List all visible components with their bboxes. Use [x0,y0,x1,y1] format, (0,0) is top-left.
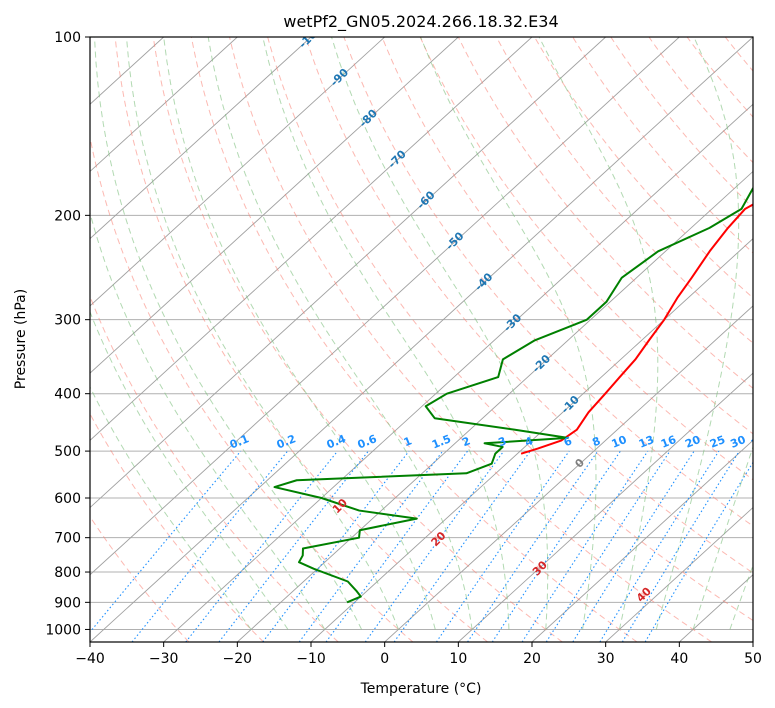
y-tick-label: 900 [54,595,81,611]
y-axis: 100 200 300 400 500 600 700 800 900 1000 [45,30,90,638]
isotherm-line [384,305,753,642]
temperature-profile-line [520,203,753,455]
isotherm-line [90,37,459,374]
mixing-ratio-label: 1 [402,434,414,449]
isotherm-line [90,37,385,307]
isotherm-line [163,103,753,642]
moist-adiabat-line [331,37,549,630]
dry-adiabat-line [495,37,753,344]
y-tick-label: 700 [54,531,81,547]
y-axis-label: Pressure (hPa) [13,289,29,389]
dewpoint-profile-line [273,186,753,604]
dry-adiabat-line [152,37,563,642]
mixing-ratio-line [364,450,505,642]
dry-adiabat-line [190,37,638,642]
x-axis: −40 −30 −20 −10 0 10 20 30 40 50 [75,642,762,667]
dry-adiabat-line [229,37,713,642]
mixing-ratio-line [572,450,695,642]
mixing-ratio-label: 25 [708,433,727,451]
mixing-ratio-line [621,450,740,642]
isotherm-line [90,37,312,240]
mixing-ratio-label: 2 [460,434,472,449]
mixing-ratio-line [435,450,570,642]
mixing-ratio-line [491,450,621,642]
y-tick-label: 500 [54,444,81,460]
x-tick-label: −30 [149,651,179,667]
isotherm-line [90,37,753,642]
isotherm-line [531,439,753,642]
mixing-ratio-line [131,450,289,642]
mixing-ratio-label: 36 [749,433,768,451]
dry-adiabat-line [572,37,753,254]
x-tick-label: 30 [597,651,615,667]
moist-adiabat-line [94,37,363,630]
isotherm-line [310,238,753,642]
mixing-ratio-line [298,450,444,642]
mixing-ratio-label: 10 [610,433,629,451]
x-axis-label: Temperature (°C) [360,681,482,697]
mixing-ratio-label: 20 [683,433,702,451]
moist-adiabat-line [655,37,740,630]
x-tick-label: 0 [380,651,389,667]
moist-adiabat-line [262,37,510,630]
moist-adiabat-line [125,37,399,630]
mixing-ratio-label: 8 [590,434,602,449]
mixing-ratio-label: 13 [637,433,656,451]
y-tick-label: 300 [54,313,81,329]
x-tick-label: 40 [670,651,688,667]
isotherm-line [90,37,606,509]
x-tick-label: 20 [523,651,541,667]
grid [90,37,753,642]
moist-adiabat-line [729,564,753,630]
moist-adiabat-line [538,37,659,630]
moist-adiabat-line [692,445,753,630]
y-tick-label: 600 [54,491,81,507]
dry-adiabat-line [90,295,339,642]
y-tick-label: 200 [54,208,81,224]
mixing-ratio-line [545,450,671,642]
dry-adiabat-line [267,37,753,622]
mixing-ratio-line [90,450,242,633]
moist-adiabat-line [90,385,252,630]
moist-adiabat-line [90,310,289,630]
dry-adiabat-line [419,37,753,435]
mixing-ratio-line [262,450,410,642]
x-tick-label: 10 [449,651,467,667]
isotherm-line [237,170,753,642]
mixing-ratio-line [521,450,649,642]
dry-adiabat-line [457,37,753,389]
x-tick-label: −40 [75,651,105,667]
dry-adiabat-line [381,37,753,481]
isotherm-line [90,37,533,441]
plot-frame [89,36,754,643]
mixing-ratio-line [467,450,599,642]
y-tick-label: 100 [54,30,81,46]
dry-adiabat-line [90,515,190,642]
moist-adiabat-line [420,37,597,630]
x-tick-label: −20 [223,651,253,667]
chart-title: wetPf2_GN05.2024.266.18.32.E34 [283,12,558,32]
mixing-ratio-label: 30 [728,433,747,451]
moist-adiabat-line [163,37,436,630]
y-tick-label: 400 [54,387,81,403]
isotherm-line [458,372,753,642]
mixing-ratio-label: 16 [659,433,678,451]
y-tick-label: 800 [54,565,81,581]
mixing-ratio-label: 3 [496,434,508,449]
isotherm-line [90,37,238,173]
dry-adiabat-line [90,412,264,642]
dry-adiabat-line [305,37,753,574]
x-tick-label: −10 [296,651,326,667]
isotherm-line [90,37,680,576]
mixing-ratio-line [325,450,468,642]
y-tick-label: 1000 [45,622,81,638]
isotherm-line [605,506,753,642]
mixing-ratio-line [393,450,531,642]
x-tick-label: 50 [744,651,762,667]
series-lines [273,186,753,604]
